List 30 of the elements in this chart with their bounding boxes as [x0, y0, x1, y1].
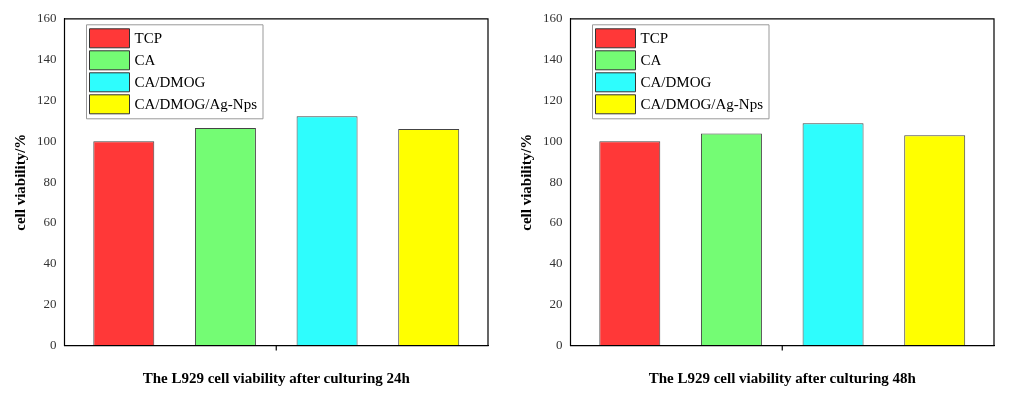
legend-label: TCP — [134, 29, 163, 46]
y-tick-label: 60 — [43, 214, 57, 230]
y-tick-label: 160 — [543, 10, 563, 26]
y-axis-title: cell viability/% — [517, 133, 534, 231]
y-axis-title: cell viability/% — [11, 133, 28, 231]
y-tick-label: 0 — [556, 337, 563, 353]
y-tick-label: 120 — [543, 91, 563, 107]
y-tick-label: 80 — [549, 173, 563, 189]
legend-label: CA/DMOG/Ag-Nps — [134, 95, 258, 112]
y-tick-label: 140 — [543, 51, 563, 67]
y-tick-label: 120 — [37, 91, 57, 107]
x-axis-title: The L929 cell viability after culturing 48h — [648, 369, 917, 386]
x-axis-title: The L929 cell viability after culturing 24h — [142, 369, 411, 386]
legend-label: TCP — [640, 29, 669, 46]
legend-label: CA/DMOG — [640, 73, 712, 90]
legend-label: CA/DMOG/Ag-Nps — [640, 95, 764, 112]
legend-label: CA — [640, 51, 662, 68]
y-tick-label: 40 — [549, 255, 563, 271]
y-tick-label: 40 — [43, 255, 57, 271]
y-tick-label: 20 — [549, 296, 563, 312]
legend-label: CA — [134, 51, 156, 68]
y-tick-label: 60 — [549, 214, 563, 230]
y-tick-label: 100 — [543, 132, 563, 148]
y-tick-label: 140 — [37, 51, 57, 67]
y-tick-label: 80 — [43, 173, 57, 189]
y-tick-label: 20 — [43, 296, 57, 312]
y-tick-label: 160 — [37, 10, 57, 26]
legend-label: CA/DMOG — [134, 73, 206, 90]
y-tick-label: 100 — [37, 132, 57, 148]
y-tick-label: 0 — [50, 337, 57, 353]
